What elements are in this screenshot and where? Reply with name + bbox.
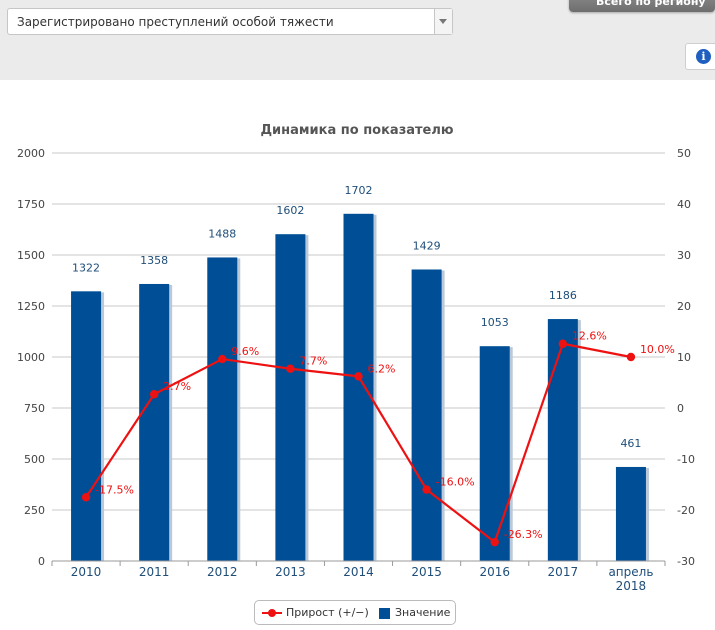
- bar-value-label: 461: [620, 437, 641, 450]
- bar-value-label: 1429: [413, 239, 441, 252]
- y-tick-label-left: 1000: [17, 351, 45, 364]
- y-tick-label-left: 750: [24, 402, 45, 415]
- y-tick-label-right: 10: [677, 351, 691, 364]
- growth-point: [626, 352, 636, 362]
- info-icon: i: [696, 49, 711, 64]
- x-tick-label: апрель: [608, 565, 653, 579]
- bar: [411, 269, 442, 561]
- growth-point: [218, 354, 227, 364]
- growth-value-label: -17.5%: [95, 483, 134, 496]
- growth-value-label: -16.0%: [436, 476, 475, 489]
- y-tick-label-right: -30: [677, 555, 695, 568]
- chevron-down-icon: [439, 19, 447, 24]
- indicator-select[interactable]: Зарегистрировано преступлений особой тяж…: [7, 8, 453, 35]
- bar: [207, 257, 238, 561]
- line-series: [81, 339, 636, 547]
- growth-point: [81, 493, 91, 502]
- y-tick-label-left: 0: [38, 555, 45, 568]
- bar-data-labels: 1322 1358 1488 1602 1702 1429 1053 1186 461: [72, 184, 641, 450]
- bar: [547, 319, 578, 561]
- growth-value-label: -26.3%: [504, 528, 543, 541]
- growth-point: [286, 364, 295, 373]
- bar-value-label: 1602: [276, 204, 304, 217]
- y-axis-left: 0 250 500 750 1000 1250 1500 1750 2000: [17, 147, 45, 568]
- growth-point: [558, 339, 568, 348]
- growth-point: [422, 485, 431, 494]
- growth-point: [149, 390, 159, 399]
- bar-value-label: 1358: [140, 254, 168, 267]
- dynamics-chart: Динамика по показателю 02505007501000125…: [17, 123, 695, 593]
- legend-bar-marker[interactable]: [379, 608, 390, 619]
- x-tick-label: 2018: [616, 579, 647, 593]
- y-axis-right: -30 -20 -10 0 10 20 30 40 50: [677, 147, 695, 568]
- bar: [275, 234, 306, 561]
- bar-series: [71, 213, 649, 562]
- bar-value-label: 1702: [345, 184, 373, 197]
- growth-value-label: 6.2%: [368, 362, 396, 375]
- growth-point: [354, 372, 363, 381]
- bar: [479, 346, 510, 561]
- y-tick-label-right: -10: [677, 453, 695, 466]
- legend-line-dot: [268, 609, 276, 617]
- bar: [71, 291, 102, 561]
- bar: [343, 213, 374, 562]
- growth-value-label: 10.0%: [640, 343, 675, 356]
- growth-value-label: 12.6%: [572, 330, 607, 343]
- x-tick-label: 2013: [275, 565, 306, 579]
- y-tick-label-left: 2000: [17, 147, 45, 160]
- growth-value-label: 9.6%: [231, 345, 259, 358]
- x-axis: 2010 2011 2012 2013 2014 2015 2016 2017 апрель20…: [51, 560, 666, 593]
- dropdown-toggle[interactable]: [434, 9, 452, 34]
- info-button[interactable]: i: [685, 43, 715, 70]
- bar: [139, 283, 170, 561]
- x-tick-label: 2012: [207, 565, 238, 579]
- legend: Прирост (+/−) Значение: [254, 600, 456, 625]
- growth-point: [490, 537, 499, 547]
- bar-value-label: 1488: [208, 227, 236, 240]
- x-tick-label: 2014: [343, 565, 374, 579]
- y-tick-label-left: 500: [24, 453, 45, 466]
- y-tick-label-right: 50: [677, 147, 691, 160]
- y-tick-label-left: 1250: [17, 300, 45, 313]
- growth-value-label: 2.7%: [163, 380, 191, 393]
- y-tick-label-right: 30: [677, 249, 691, 262]
- y-tick-label-right: 40: [677, 198, 691, 211]
- bar: [615, 466, 646, 561]
- bar-value-label: 1322: [72, 261, 100, 274]
- y-tick-label-right: -20: [677, 504, 695, 517]
- x-tick-label: 2015: [411, 565, 442, 579]
- region-total-button-label: Всего по региону: [596, 0, 706, 8]
- bar-value-label: 1186: [549, 289, 577, 302]
- indicator-select-value: Зарегистрировано преступлений особой тяж…: [17, 15, 334, 29]
- growth-value-label: 7.7%: [299, 355, 327, 368]
- y-tick-label-left: 1500: [17, 249, 45, 262]
- x-tick-label: 2016: [479, 565, 510, 579]
- y-tick-label-right: 20: [677, 300, 691, 313]
- y-tick-label-right: 0: [677, 402, 684, 415]
- y-tick-label-left: 250: [24, 504, 45, 517]
- bar-value-label: 1053: [481, 316, 509, 329]
- y-tick-label-left: 1750: [17, 198, 45, 211]
- line-data-labels: -17.5% 2.7% 9.6% 7.7% 6.2% -16.0% -26.3% 12.6% 1…: [95, 330, 675, 541]
- x-tick-label: 2011: [139, 565, 170, 579]
- filter-panel: Зарегистрировано преступлений особой тяж…: [0, 0, 715, 80]
- x-tick-label: 2010: [71, 565, 102, 579]
- legend-item-value[interactable]: Значение: [395, 606, 451, 619]
- legend-item-growth[interactable]: Прирост (+/−): [286, 606, 369, 619]
- region-total-button[interactable]: Всего по региону: [569, 0, 715, 12]
- chart-title: Динамика по показателю: [260, 123, 453, 138]
- x-tick-label: 2017: [548, 565, 579, 579]
